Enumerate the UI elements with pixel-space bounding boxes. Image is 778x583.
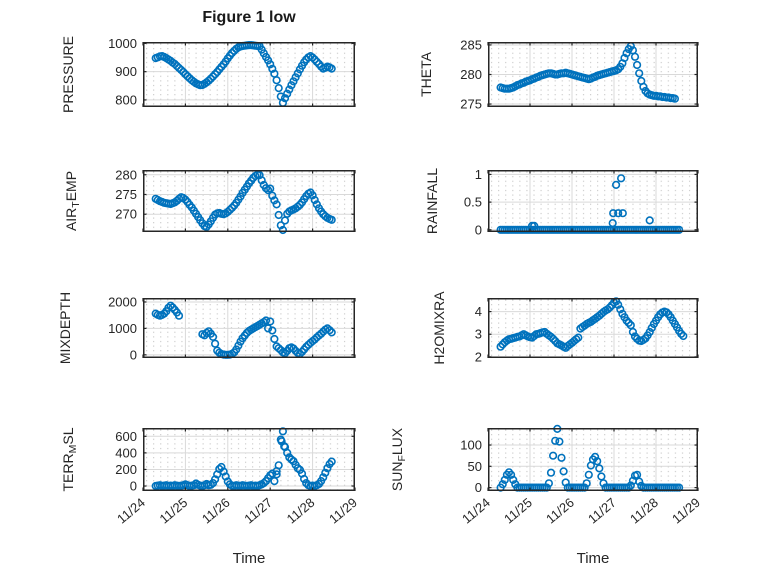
subplot-terr-msl: 0 200 400 600 TERRMSL 11/24 11/25 11/26 11/27 11/… — [60, 427, 360, 527]
rainfall-chart: 0 0.5 1 RAINFALL — [424, 167, 699, 237]
axis-ticks — [487, 298, 699, 358]
x-tick-label: 11/25 — [501, 495, 535, 527]
y-tick-label: 4 — [475, 304, 482, 319]
axis-ticks — [142, 170, 356, 232]
theta-chart: 275 280 285 THETA — [418, 37, 699, 112]
axis-ticks — [142, 42, 356, 107]
subplot-rainfall: 0 0.5 1 RAINFALL — [424, 167, 699, 237]
x-tick-label: 11/28 — [627, 495, 661, 527]
y-tick-label: 2 — [475, 349, 482, 364]
y-axis-label: MIXDEPTH — [57, 292, 73, 364]
y-axis-label: SUNFLUX — [389, 427, 408, 491]
y-axis-label: H2OMIXRA — [431, 291, 447, 365]
y-axis-label: RAINFALL — [424, 168, 440, 234]
x-tick-label: 11/26 — [199, 495, 233, 527]
scatter-points — [496, 297, 688, 352]
y-tick-label: 1 — [475, 167, 482, 182]
x-tick-label: 11/24 — [459, 495, 493, 527]
y-tick-label: 275 — [115, 187, 137, 202]
y-tick-label: 0 — [130, 347, 137, 362]
y-axis-label: THETA — [418, 51, 434, 97]
mixdepth-chart: 0 1000 2000 MIXDEPTH — [57, 292, 356, 364]
scatter-points — [151, 427, 336, 491]
subplot-pressure: 800 900 1000 PRESSURE — [60, 36, 356, 113]
pressure-chart: 800 900 1000 PRESSURE — [60, 36, 356, 113]
axis-ticks — [142, 298, 356, 358]
x-tick-label: 11/27 — [585, 495, 619, 527]
y-tick-label: 0.5 — [464, 195, 482, 210]
x-tick-label: 11/28 — [284, 495, 318, 527]
y-tick-label: 900 — [115, 64, 137, 79]
y-tick-label: 0 — [130, 479, 137, 494]
subplot-h2omixra: 2 3 4 H2OMIXRA — [431, 291, 699, 365]
y-tick-label: 100 — [460, 438, 482, 453]
y-tick-label: 800 — [115, 92, 137, 107]
y-axis-label: PRESSURE — [60, 36, 76, 113]
x-axis-label-left: Time — [232, 550, 266, 567]
y-tick-label: 285 — [460, 37, 482, 52]
x-tick-label: 11/24 — [114, 495, 148, 527]
minor-grid-dots — [144, 43, 354, 106]
plot-box — [143, 42, 355, 107]
axis-ticks — [142, 428, 356, 491]
y-tick-label: 280 — [115, 167, 137, 182]
y-tick-label: 3 — [475, 327, 482, 342]
subplot-sun-flux: 0 50 100 SUNFLUX 11/24 11/25 11/26 11/27 11/28 11… — [389, 424, 703, 527]
x-axis-label-right: Time — [576, 550, 610, 567]
plot-box — [488, 298, 698, 358]
y-axis-label: AIRTEMP — [63, 171, 82, 231]
x-tick-label: 11/25 — [156, 495, 190, 527]
figure-title: Figure 1 low — [202, 9, 296, 26]
x-tick-label: 11/27 — [241, 495, 275, 527]
y-tick-label: 2000 — [108, 294, 137, 309]
scatter-points — [496, 41, 679, 103]
sun_flux-chart: 0 50 100 SUNFLUX 11/24 11/25 11/26 11/27 11/28 11… — [389, 424, 703, 527]
y-tick-label: 0 — [475, 222, 482, 237]
x-tick-label: 11/29 — [669, 495, 703, 527]
minor-grid-dots — [489, 171, 697, 231]
plot-box — [488, 170, 698, 232]
subplot-mixdepth: 0 1000 2000 MIXDEPTH — [57, 292, 356, 364]
y-tick-label: 280 — [460, 67, 482, 82]
y-tick-label: 0 — [475, 480, 482, 495]
x-tick-label: 11/26 — [543, 495, 577, 527]
axis-ticks — [487, 170, 699, 232]
axis-ticks — [487, 428, 699, 491]
plot-box — [143, 170, 355, 232]
plot-box — [488, 428, 698, 491]
y-tick-label: 200 — [115, 462, 137, 477]
subplot-air-temp: 270 275 280 AIRTEMP — [63, 167, 356, 235]
axis-ticks — [487, 42, 699, 107]
scatter-points — [151, 170, 336, 235]
y-axis-label: TERRMSL — [60, 427, 79, 491]
subplot-theta: 275 280 285 THETA — [418, 37, 699, 112]
x-tick-label: 11/29 — [326, 495, 360, 527]
y-tick-label: 270 — [115, 207, 137, 222]
plot-box — [143, 428, 355, 491]
y-tick-label: 400 — [115, 445, 137, 460]
y-tick-label: 600 — [115, 429, 137, 444]
y-tick-label: 275 — [460, 97, 482, 112]
y-tick-label: 1000 — [108, 321, 137, 336]
y-tick-label: 1000 — [108, 36, 137, 51]
air_temp-chart: 270 275 280 AIRTEMP — [63, 167, 356, 235]
scatter-points — [151, 301, 336, 359]
scatter-points — [496, 174, 684, 234]
y-tick-label: 50 — [468, 459, 482, 474]
h2omixra-chart: 2 3 4 H2OMIXRA — [431, 291, 699, 365]
